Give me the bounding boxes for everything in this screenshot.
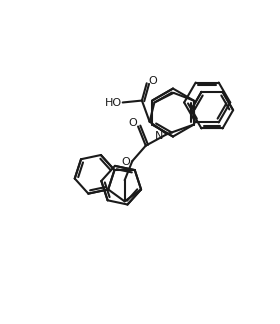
Text: O: O (121, 157, 130, 167)
Text: O: O (148, 76, 157, 87)
Text: N: N (155, 131, 164, 141)
Text: HO: HO (104, 98, 122, 109)
Text: O: O (128, 118, 137, 128)
